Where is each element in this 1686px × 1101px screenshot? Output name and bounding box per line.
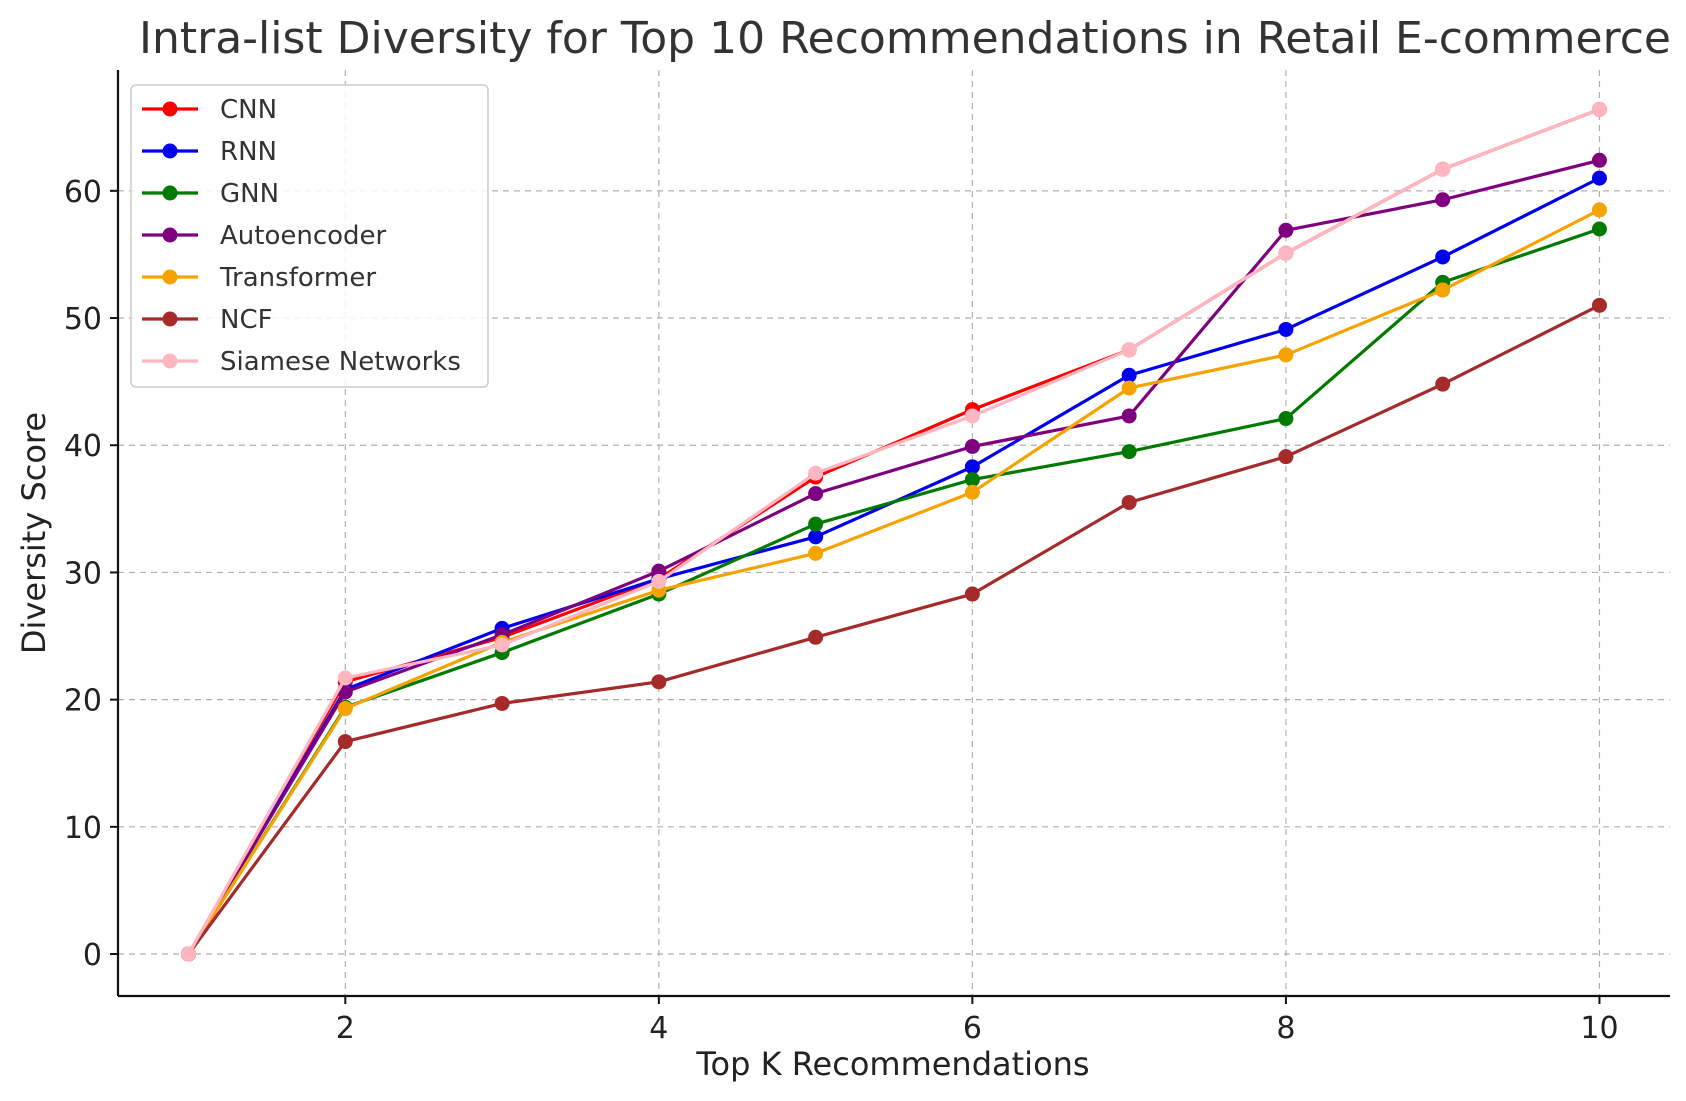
data-point-ncf <box>494 695 510 711</box>
legend-label: NCF <box>220 305 273 335</box>
legend-label: CNN <box>220 95 277 125</box>
legend-item-transformer: Transformer <box>142 263 376 293</box>
series-line-siamese-networks <box>186 107 1602 956</box>
legend-swatch-marker <box>162 185 178 201</box>
data-point-ncf <box>1121 494 1137 510</box>
data-point-ncf <box>1435 376 1451 392</box>
legend-item-ncf: NCF <box>142 305 273 335</box>
series-layer <box>181 101 1607 962</box>
series-ncf <box>181 297 1607 962</box>
legend-item-cnn: CNN <box>142 95 277 125</box>
axes <box>116 70 1670 998</box>
data-point-siamese-networks <box>651 573 667 589</box>
legend-swatch-marker <box>162 101 178 117</box>
data-point-ncf <box>808 629 824 645</box>
data-point-transformer <box>964 484 980 500</box>
legend-label: GNN <box>220 179 279 209</box>
y-tick-label: 50 <box>64 302 102 337</box>
data-point-rnn <box>1121 367 1137 383</box>
data-point-transformer <box>1121 380 1137 396</box>
data-point-autoencoder <box>1435 192 1451 208</box>
legend-label: Autoencoder <box>220 221 387 251</box>
data-point-rnn <box>1435 249 1451 265</box>
data-point-autoencoder <box>808 486 824 502</box>
data-point-autoencoder <box>1121 408 1137 424</box>
x-tick-label: 4 <box>649 1011 668 1046</box>
data-point-ncf <box>964 586 980 602</box>
y-tick-label: 40 <box>64 429 102 464</box>
legend-swatch-marker <box>162 269 178 285</box>
x-tick-label: 2 <box>336 1011 355 1046</box>
y-tick-label: 20 <box>64 684 102 719</box>
data-point-transformer <box>1278 347 1294 363</box>
y-tick-label: 30 <box>64 556 102 591</box>
legend-label: Transformer <box>219 263 376 293</box>
data-point-gnn <box>1121 444 1137 460</box>
data-point-rnn <box>1591 170 1607 186</box>
data-point-transformer <box>337 701 353 717</box>
legend: CNN RNN GNN Autoencoder Transformer NCF Siames… <box>130 84 489 388</box>
y-tick-label: 10 <box>64 811 102 846</box>
legend-swatch-marker <box>162 353 178 369</box>
data-point-rnn <box>1278 321 1294 337</box>
y-tick-label: 60 <box>64 175 102 210</box>
data-point-ncf <box>1591 297 1607 313</box>
legend-item-gnn: GNN <box>142 179 279 209</box>
tick-layer: 2 4 6 8 10 0 10 20 30 40 50 60 <box>64 175 1619 1046</box>
data-point-siamese-networks <box>808 465 824 481</box>
legend-swatch-marker <box>162 143 178 159</box>
data-point-autoencoder <box>964 439 980 455</box>
legend-item-siamese-networks: Siamese Networks <box>142 347 461 377</box>
data-point-autoencoder <box>1278 222 1294 238</box>
data-point-siamese-networks <box>181 946 197 962</box>
data-point-gnn <box>1591 221 1607 237</box>
legend-item-autoencoder: Autoencoder <box>142 221 387 251</box>
data-point-siamese-networks <box>1435 161 1451 177</box>
legend-label: Siamese Networks <box>220 347 461 377</box>
data-point-siamese-networks <box>964 408 980 424</box>
data-point-transformer <box>1591 202 1607 218</box>
y-tick-label: 0 <box>83 938 102 973</box>
chart-title: Intra-list Diversity for Top 10 Recommen… <box>139 13 1671 64</box>
legend-label: RNN <box>220 137 277 167</box>
series-autoencoder <box>181 152 1607 962</box>
legend-frame <box>130 84 489 388</box>
data-point-gnn <box>964 472 980 488</box>
x-tick-label: 6 <box>963 1011 982 1046</box>
data-point-siamese-networks <box>1591 101 1607 117</box>
series-line-autoencoder <box>186 158 1602 956</box>
series-siamese-networks <box>181 101 1607 962</box>
data-point-siamese-networks <box>1121 342 1137 358</box>
data-point-siamese-networks <box>494 637 510 653</box>
x-tick-label: 8 <box>1276 1011 1295 1046</box>
data-point-autoencoder <box>1591 152 1607 168</box>
data-point-ncf <box>1278 449 1294 465</box>
data-point-transformer <box>1435 282 1451 298</box>
data-point-rnn <box>964 459 980 475</box>
data-point-ncf <box>651 674 667 690</box>
x-tick-label: 10 <box>1580 1011 1618 1046</box>
series-line-ncf <box>186 303 1602 956</box>
data-point-transformer <box>808 545 824 561</box>
y-axis-label: Diversity Score <box>15 412 53 654</box>
data-point-gnn <box>1278 411 1294 427</box>
legend-item-rnn: RNN <box>142 137 277 167</box>
legend-swatch-marker <box>162 227 178 243</box>
data-point-siamese-networks <box>337 670 353 686</box>
data-point-autoencoder <box>337 684 353 700</box>
series-line-gnn <box>186 227 1602 956</box>
legend-swatch-marker <box>162 311 178 327</box>
data-point-gnn <box>808 516 824 532</box>
data-point-ncf <box>337 734 353 750</box>
x-axis-label: Top K Recommendations <box>695 1045 1089 1083</box>
data-point-rnn <box>808 529 824 545</box>
data-point-siamese-networks <box>1278 245 1294 261</box>
series-line-transformer <box>186 208 1602 956</box>
legend-items: CNN RNN GNN Autoencoder Transformer NCF Siames… <box>142 95 461 377</box>
